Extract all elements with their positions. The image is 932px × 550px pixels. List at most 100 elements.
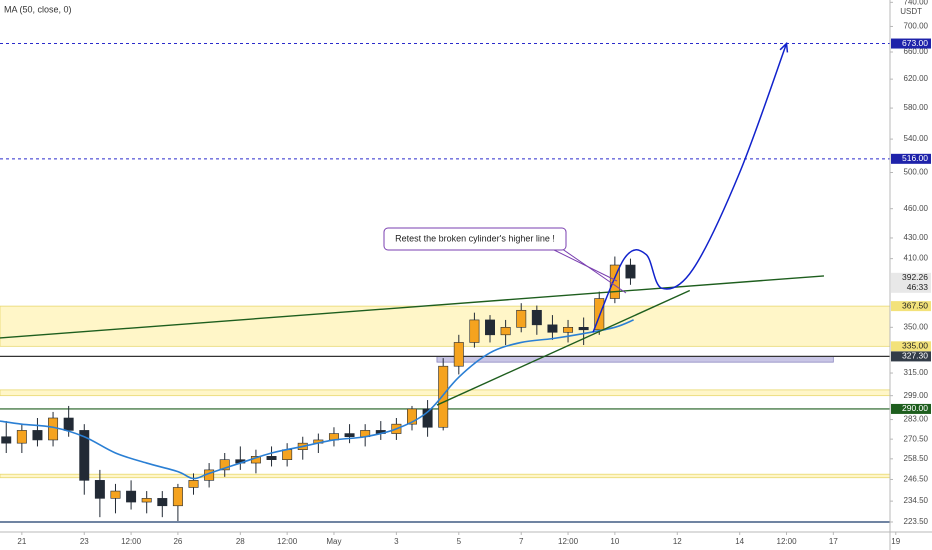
candle-body — [32, 430, 43, 441]
x-tick-label: 23 — [80, 537, 89, 546]
annotation-pointer — [554, 243, 627, 294]
axes: 223.50 234.50 246.50 258.50 270.50 283.00 299.… — [17, 0, 931, 546]
candle-body — [344, 433, 355, 438]
x-tick-label: 12:00 — [277, 537, 298, 546]
candle-body — [188, 480, 199, 488]
candle-body — [110, 490, 121, 499]
trendline — [436, 289, 691, 406]
projection-path — [592, 43, 788, 333]
x-tick-label: 14 — [735, 537, 744, 546]
y-tick-label: 315.00 — [904, 368, 929, 377]
price-label: 335.00 — [902, 341, 928, 351]
candle-body — [516, 309, 527, 328]
x-tick-label: 12:00 — [121, 537, 142, 546]
candle-body — [1, 436, 12, 444]
candle-body — [63, 417, 74, 431]
candle-body — [126, 490, 137, 503]
price-label: 327.30 — [902, 351, 928, 361]
zone — [0, 473, 890, 479]
price-label: 673.00 — [902, 38, 928, 48]
price-label: 367.50 — [902, 300, 928, 310]
projection-arrowhead — [779, 41, 789, 53]
y-tick-label: 283.00 — [904, 415, 929, 424]
candle-body — [500, 327, 511, 336]
y-tick-label: 350.00 — [904, 322, 929, 331]
candle-body — [469, 319, 480, 343]
x-tick-label: 7 — [519, 537, 524, 546]
price-label: 516.00 — [902, 153, 928, 163]
candle-body — [453, 342, 464, 367]
candle-body — [219, 459, 230, 471]
candle-body — [625, 264, 636, 279]
y-tick-label: 660.00 — [904, 47, 929, 56]
x-tick-label: 19 — [891, 537, 900, 546]
y-tick-label: 620.00 — [904, 74, 929, 83]
annotation-text: Retest the broken cylinder's higher line… — [395, 233, 555, 243]
y-tick-label: 700.00 — [904, 22, 929, 31]
x-tick-label: 3 — [394, 537, 399, 546]
trendline — [0, 275, 825, 339]
price-label: 392.26 — [902, 272, 928, 282]
y-tick-label: 299.00 — [904, 391, 929, 400]
candle-body — [438, 365, 449, 428]
y-tick-label: 740.00 — [904, 0, 929, 6]
x-tick-label: May — [326, 537, 341, 546]
y-tick-label: 460.00 — [904, 204, 929, 213]
price-label: 290.00 — [902, 403, 928, 413]
x-tick-label: 26 — [173, 537, 182, 546]
candle-body — [531, 309, 542, 326]
y-tick-label: 540.00 — [904, 134, 929, 143]
candle-body — [157, 498, 168, 507]
candle-body — [79, 430, 90, 481]
x-tick-label: 5 — [457, 537, 462, 546]
candle-body — [422, 408, 433, 428]
candle-body — [547, 324, 558, 333]
candle-body — [141, 498, 152, 503]
price-label-bg — [891, 272, 931, 293]
zone — [436, 356, 834, 363]
x-tick-label: 12 — [673, 537, 682, 546]
x-tick-label: 10 — [610, 537, 619, 546]
moving-average — [0, 319, 634, 480]
price-label-bg — [891, 351, 931, 362]
candle-body — [172, 487, 183, 507]
y-tick-label: 410.00 — [904, 254, 929, 263]
y-tick-label: 234.50 — [904, 496, 929, 505]
x-tick-label: 28 — [236, 537, 245, 546]
candle-body — [594, 298, 605, 331]
currency: USDT — [900, 7, 922, 16]
annotation-box — [383, 227, 567, 251]
y-tick-label: 223.50 — [904, 517, 929, 526]
price-label-bg — [891, 301, 931, 312]
zone — [0, 305, 890, 347]
candle-body — [266, 456, 277, 460]
x-tick-label: 17 — [829, 537, 838, 546]
annotation: Retest the broken cylinder's higher line… — [383, 227, 627, 294]
price-countdown: 46:33 — [907, 282, 929, 292]
y-tick-label: 258.50 — [904, 454, 929, 463]
x-tick-label: 12:00 — [777, 537, 798, 546]
price-label-bg — [891, 38, 931, 49]
candle-body — [407, 408, 417, 425]
annotation-pointer — [549, 247, 618, 282]
y-tick-label: 580.00 — [904, 103, 929, 112]
y-tick-label: 246.50 — [904, 475, 929, 484]
candle-body — [48, 417, 59, 441]
y-tick-label: 430.00 — [904, 233, 929, 242]
y-tick-label: 500.00 — [904, 168, 929, 177]
candle-body — [578, 327, 589, 331]
candle-body — [16, 430, 27, 444]
x-tick-label: 12:00 — [558, 537, 579, 546]
price-label-bg — [891, 403, 931, 414]
candle-body — [94, 480, 105, 499]
price-label-bg — [891, 341, 931, 352]
price-label-bg — [891, 153, 931, 164]
candle-body — [485, 319, 495, 336]
x-tick-label: 21 — [17, 537, 26, 546]
plot-area — [0, 41, 890, 523]
y-tick-label: 270.50 — [904, 434, 929, 443]
candle-body — [282, 449, 293, 460]
indicator-label: MA (50, close, 0) — [4, 4, 72, 14]
